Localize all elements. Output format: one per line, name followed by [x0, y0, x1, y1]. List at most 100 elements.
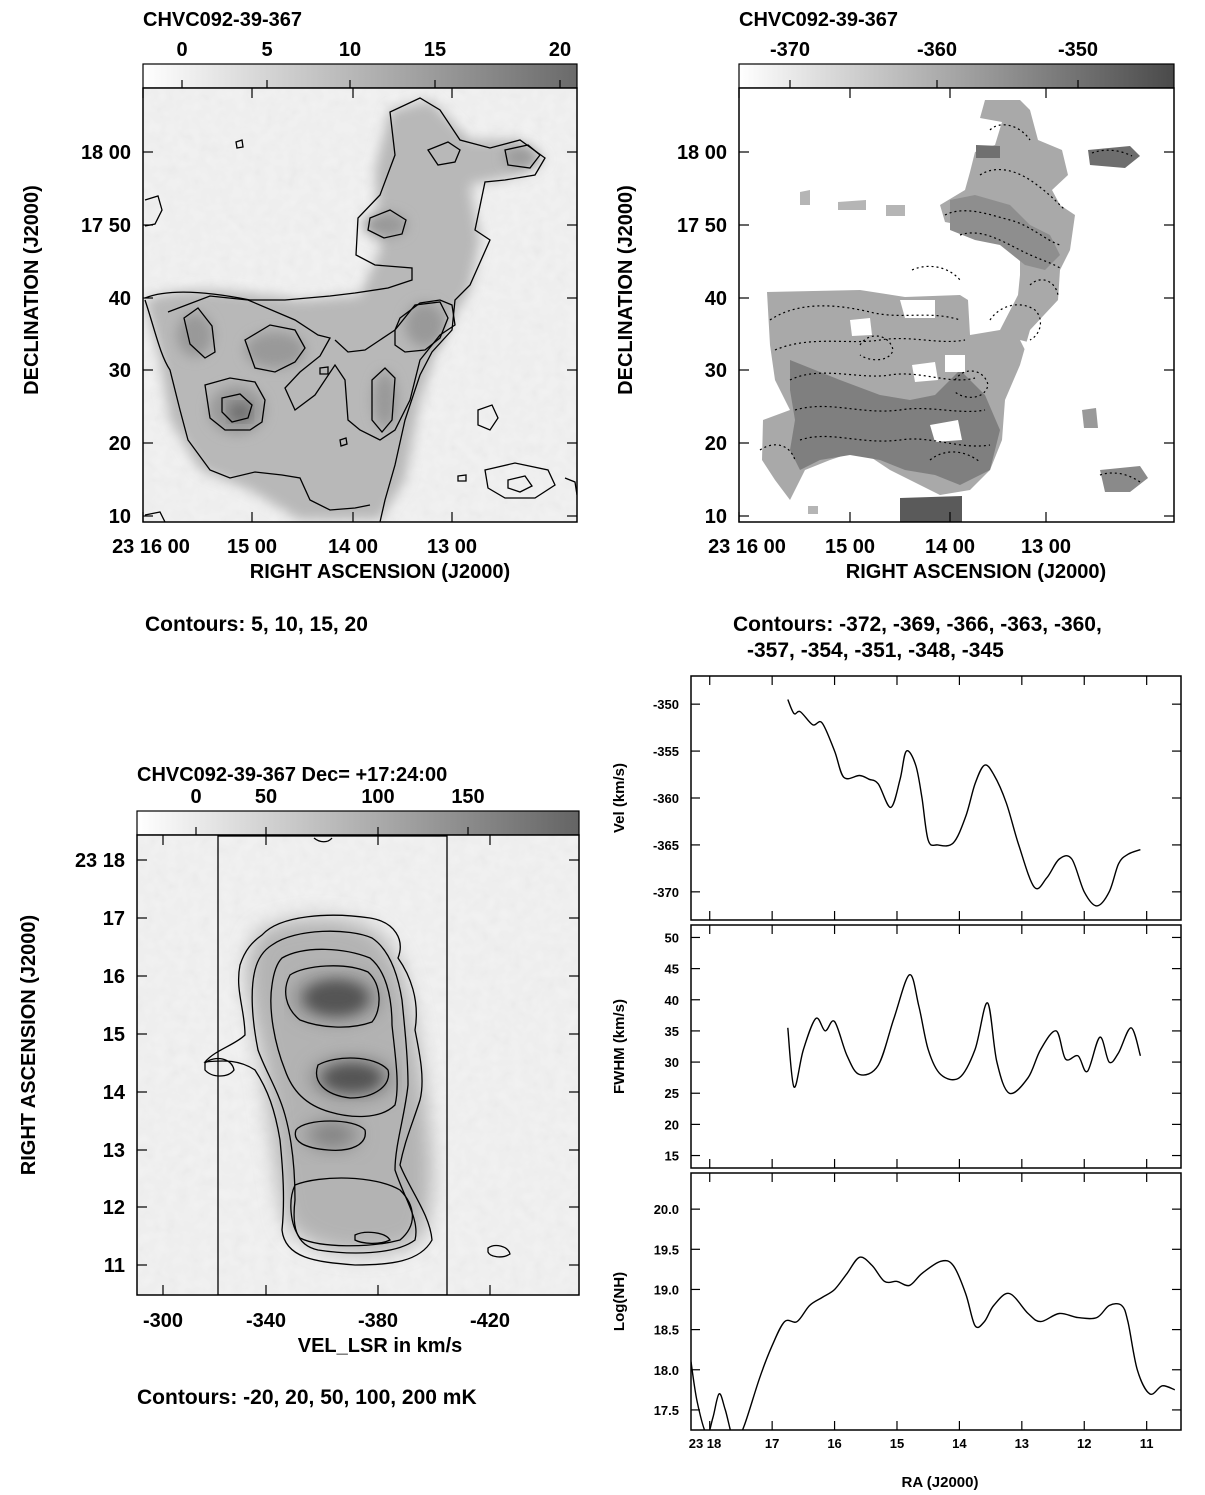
p2-y-tick-label: 20: [705, 433, 727, 455]
p3-y-tick-label: 12: [103, 1197, 125, 1219]
p3-x-tick-label: -340: [246, 1310, 286, 1332]
profiles-xlabel: RA (J2000): [902, 1474, 979, 1491]
plot-y-tick-label: 25: [665, 1086, 679, 1101]
plot-ylabel: FWHM (km/s): [611, 999, 628, 1094]
profiles-x-tick-label: 12: [1077, 1436, 1091, 1451]
panel3-contours: [203, 835, 511, 1295]
panel-velocity-field: CHVC092-39-367 -370 -360 -350: [615, 9, 1175, 662]
panel-position-velocity: CHVC092-39-367 Dec= +17:24:00 0 50 100 150: [18, 764, 580, 1409]
panel1-title: CHVC092-39-367: [143, 9, 302, 31]
p1-x-tick-label: 13 00: [427, 536, 477, 558]
p1-x-tick-label: 23 16 00: [112, 536, 190, 558]
plot-y-tick-label: 50: [665, 930, 679, 945]
p3-x-tick-label: -380: [358, 1310, 398, 1332]
p3-x-tick-label: -420: [470, 1310, 510, 1332]
p2-x-tick-label: 15 00: [825, 536, 875, 558]
plot-y-tick-label: 19.0: [654, 1282, 679, 1297]
panel1-colorbar-ticks: 0 5 10 15 20: [176, 39, 571, 88]
panel2-frame: [738, 87, 1175, 523]
panel2-title: CHVC092-39-367: [739, 9, 898, 31]
fwhm-plot: 15 20 25 30 35 40 45 50 FWHM (km/s): [611, 924, 1182, 1169]
plot-y-tick-label: 40: [665, 993, 679, 1008]
profiles-x-tick-label: 16: [827, 1436, 841, 1451]
plot-y-tick-label: 19.5: [654, 1242, 679, 1257]
plot-series-line: [787, 699, 1141, 907]
p2-y-tick-label: 17 50: [677, 215, 727, 237]
p1-colorbar-tick-label: 15: [424, 39, 446, 61]
panel2-y-ticks: 18 00 17 50 40 30 20 10: [677, 142, 1174, 528]
plot-frame: [690, 924, 1182, 1169]
velocity-plot: -350 -355 -360 -365 -370 Vel (km/s): [611, 675, 1182, 921]
panel3-y-ticks: 23 18 17 16 15 14 13 12 11: [75, 850, 579, 1277]
panel1-ylabel: DECLINATION (J2000): [21, 185, 43, 395]
panel2-colorbar: -370 -360 -350: [738, 39, 1175, 89]
profiles-x-tick-label: 15: [890, 1436, 904, 1451]
plot-series-line: [787, 974, 1142, 1095]
p2-x-tick-label: 23 16 00: [708, 536, 786, 558]
plot-y-tick-label: 18.5: [654, 1323, 679, 1338]
panel1-image: [143, 88, 577, 522]
p3-colorbar-tick-label: 50: [255, 786, 277, 808]
profiles-x-tick-label: 13: [1015, 1436, 1029, 1451]
panel3-colorbar-ticks: 0 50 100 150: [190, 786, 485, 835]
p2-x-tick-label: 13 00: [1021, 536, 1071, 558]
panel3-colorbar: 0 50 100 150: [136, 786, 580, 836]
p3-y-tick-label: 13: [103, 1140, 125, 1162]
p2-y-tick-label: 40: [705, 288, 727, 310]
panel2-caption-line1: Contours: -372, -369, -366, -363, -360,: [733, 613, 1102, 636]
p1-colorbar-tick-label: 5: [261, 39, 272, 61]
profiles-x-tick-label: 14: [952, 1436, 967, 1451]
panel3-xlabel: VEL_LSR in km/s: [298, 1335, 463, 1357]
panel-profiles: -350 -355 -360 -365 -370 Vel (km/s) 15 20 25 30 3…: [611, 675, 1182, 1491]
p1-colorbar-tick-label: 0: [176, 39, 187, 61]
panel1-y-ticks: 18 00 17 50 40 30 20 10: [81, 142, 577, 528]
panel3-ylabel: RIGHT ASCENSION (J2000): [18, 915, 40, 1175]
p3-y-tick-label: 17: [103, 908, 125, 930]
plot-ylabel: Vel (km/s): [611, 763, 628, 833]
p3-y-tick-label: 11: [104, 1255, 125, 1277]
p1-y-tick-label: 20: [109, 433, 131, 455]
p2-y-tick-label: 18 00: [677, 142, 727, 164]
panel2-image: [739, 88, 1174, 522]
panel3-title: CHVC092-39-367 Dec= +17:24:00: [137, 764, 447, 786]
plot-y-tick-label: 20.0: [654, 1202, 679, 1217]
panel2-xlabel: RIGHT ASCENSION (J2000): [846, 561, 1106, 583]
profiles-x-tick-label: 11: [1140, 1436, 1154, 1451]
plot-series-line: [691, 1256, 1176, 1430]
p1-colorbar-tick-label: 10: [339, 39, 361, 61]
p3-colorbar-tick-label: 100: [361, 786, 394, 808]
p3-colorbar-tick-label: 0: [190, 786, 201, 808]
plot-y-tick-label: -360: [653, 791, 679, 806]
p3-y-tick-label: 16: [103, 966, 125, 988]
panel3-frame: [136, 834, 580, 1296]
p1-y-tick-label: 10: [109, 506, 131, 528]
plot-y-tick-label: -365: [653, 838, 679, 853]
panel3-x-ticks: -300 -340 -380 -420: [143, 835, 510, 1332]
panel1-xlabel: RIGHT ASCENSION (J2000): [250, 561, 510, 583]
plot-frame: [690, 1172, 1182, 1431]
panel1-colorbar: 0 5 10 15 20: [142, 39, 578, 89]
p1-y-tick-label: 30: [109, 360, 131, 382]
p3-colorbar-tick-label: 150: [451, 786, 484, 808]
p2-y-tick-label: 30: [705, 360, 727, 382]
plot-y-tick-label: 15: [665, 1149, 679, 1164]
p1-y-tick-label: 40: [109, 288, 131, 310]
plot-y-tick-label: -355: [653, 744, 679, 759]
panel2-caption-line2: -357, -354, -351, -348, -345: [747, 639, 1004, 662]
panel-column-density-map: CHVC092-39-367 0 5 10 15 20: [21, 9, 578, 636]
p2-y-tick-label: 10: [705, 506, 727, 528]
panel2-ylabel: DECLINATION (J2000): [615, 185, 637, 395]
plot-y-tick-label: -350: [653, 697, 679, 712]
plot-y-tick-label: 30: [665, 1055, 679, 1070]
panel2-contours: [759, 124, 1141, 483]
profiles-x-ticks: 23 18 17 16 15 14 13 12 11: [689, 1436, 1154, 1451]
plot-ylabel: Log(NH): [611, 1272, 628, 1331]
plot-y-tick-label: 18.0: [654, 1363, 679, 1378]
plot-y-tick-label: 17.5: [654, 1403, 679, 1418]
p3-x-tick-label: -300: [143, 1310, 183, 1332]
column-density-plot: 17.5 18.0 18.5 19.0 19.5 20.0 Log(NH): [611, 1172, 1182, 1431]
panel1-x-ticks: 23 16 00 15 00 14 00 13 00: [112, 88, 477, 558]
p3-y-tick-label: 15: [103, 1024, 125, 1046]
p2-colorbar-tick-label: -350: [1058, 39, 1098, 61]
